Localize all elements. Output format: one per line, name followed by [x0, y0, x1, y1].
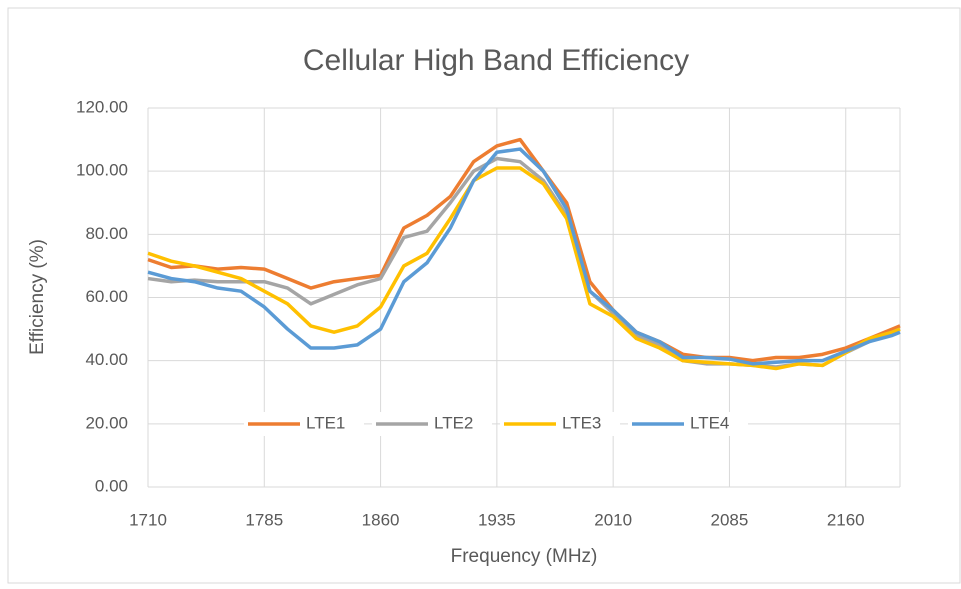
y-tick-label: 60.00: [85, 287, 128, 306]
x-axis-label: Frequency (MHz): [451, 546, 598, 567]
legend-label: LTE4: [690, 413, 729, 432]
series-line: [147, 166, 901, 371]
series-line: [147, 147, 901, 366]
legend-label: LTE1: [306, 413, 345, 432]
series-line: [147, 137, 901, 363]
x-tick-label: 1710: [129, 510, 167, 529]
x-tick-label: 1935: [478, 510, 516, 529]
y-tick-label: 80.00: [85, 224, 128, 243]
y-tick-label: 20.00: [85, 413, 128, 432]
legend-label: LTE3: [562, 413, 601, 432]
chart-border: [7, 7, 961, 584]
x-tick-label: 2160: [827, 510, 865, 529]
x-tick-label: 2010: [594, 510, 632, 529]
y-tick-label: 40.00: [85, 350, 128, 369]
x-tick-label: 1785: [245, 510, 283, 529]
y-tick-label: 120.00: [76, 97, 128, 116]
x-tick-label: 1860: [362, 510, 400, 529]
y-tick-label: 100.00: [76, 161, 128, 180]
y-tick-label: 0.00: [95, 476, 128, 495]
chart-title: Cellular High Band Efficiency: [303, 44, 689, 77]
legend-label: LTE2: [434, 413, 473, 432]
y-axis-label: Efficiency (%): [27, 239, 48, 355]
x-tick-label: 2085: [711, 510, 749, 529]
